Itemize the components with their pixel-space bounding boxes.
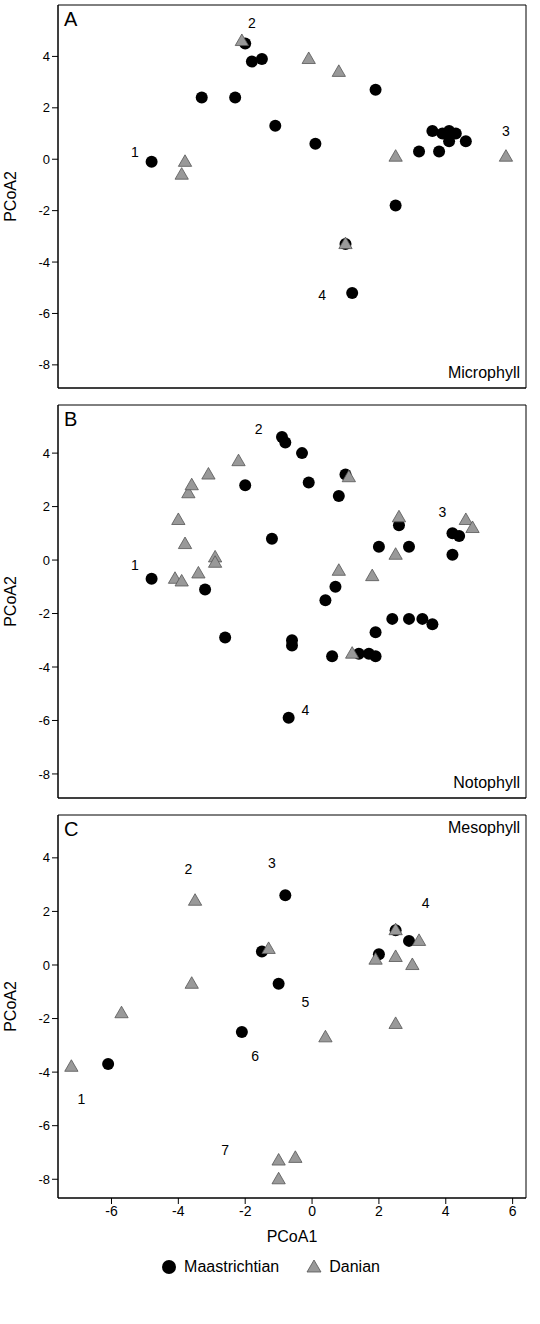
svg-text:1: 1 bbox=[131, 557, 139, 573]
html-text:Danian: Danian bbox=[329, 1258, 380, 1275]
svg-text:2: 2 bbox=[43, 499, 50, 514]
svg-text:4: 4 bbox=[301, 702, 309, 718]
svg-text:-4: -4 bbox=[172, 1203, 185, 1219]
svg-text:-6: -6 bbox=[38, 713, 50, 728]
svg-text:3: 3 bbox=[439, 504, 447, 520]
svg-text:4: 4 bbox=[43, 850, 50, 865]
svg-text:2: 2 bbox=[43, 904, 50, 919]
svg-text:1: 1 bbox=[78, 1091, 86, 1107]
svg-text:-6: -6 bbox=[38, 306, 50, 321]
svg-text:4: 4 bbox=[43, 49, 50, 64]
svg-text:-6: -6 bbox=[105, 1203, 118, 1219]
svg-text:-4: -4 bbox=[38, 1065, 50, 1080]
svg-text:-2: -2 bbox=[38, 606, 50, 621]
svg-text:2: 2 bbox=[43, 100, 50, 115]
svg-text:4: 4 bbox=[318, 287, 326, 303]
svg-text:4: 4 bbox=[422, 895, 430, 911]
svg-text:0: 0 bbox=[43, 958, 50, 973]
svg-text:PCoA2: PCoA2 bbox=[2, 171, 19, 222]
svg-text:2: 2 bbox=[184, 861, 192, 877]
svg-text:-6: -6 bbox=[38, 1118, 50, 1133]
svg-text:-4: -4 bbox=[38, 255, 50, 270]
html-text:Notophyll: Notophyll bbox=[453, 774, 520, 791]
html-text:C: C bbox=[64, 818, 79, 840]
svg-text:PCoA2: PCoA2 bbox=[2, 981, 19, 1032]
svg-text:3: 3 bbox=[268, 855, 276, 871]
html-text:A: A bbox=[64, 8, 78, 30]
svg-text:-4: -4 bbox=[38, 660, 50, 675]
svg-text:0: 0 bbox=[308, 1203, 316, 1219]
html-text:Microphyll: Microphyll bbox=[448, 364, 520, 381]
svg-text:5: 5 bbox=[301, 994, 309, 1010]
svg-text:-2: -2 bbox=[38, 203, 50, 218]
html-text:B: B bbox=[64, 408, 78, 430]
svg-text:-2: -2 bbox=[239, 1203, 252, 1219]
svg-text:1: 1 bbox=[131, 144, 139, 160]
html-text:Maastrichtian: Maastrichtian bbox=[184, 1258, 280, 1275]
svg-text:-2: -2 bbox=[38, 1011, 50, 1026]
svg-text:3: 3 bbox=[502, 123, 510, 139]
svg-text:6: 6 bbox=[509, 1203, 517, 1219]
svg-text:2: 2 bbox=[248, 15, 256, 31]
svg-text:0: 0 bbox=[43, 553, 50, 568]
svg-text:7: 7 bbox=[221, 1142, 229, 1158]
svg-text:2: 2 bbox=[255, 421, 263, 437]
svg-text:-8: -8 bbox=[38, 767, 50, 782]
svg-text:2: 2 bbox=[375, 1203, 383, 1219]
html-text:Mesophyll: Mesophyll bbox=[448, 819, 520, 836]
svg-text:PCoA1: PCoA1 bbox=[267, 1228, 318, 1245]
svg-text:6: 6 bbox=[251, 1048, 259, 1064]
svg-text:4: 4 bbox=[43, 446, 50, 461]
svg-text:0: 0 bbox=[43, 152, 50, 167]
svg-text:-8: -8 bbox=[38, 357, 50, 372]
svg-text:-8: -8 bbox=[38, 1172, 50, 1187]
svg-text:4: 4 bbox=[442, 1203, 450, 1219]
svg-text:PCoA2: PCoA2 bbox=[2, 576, 19, 627]
